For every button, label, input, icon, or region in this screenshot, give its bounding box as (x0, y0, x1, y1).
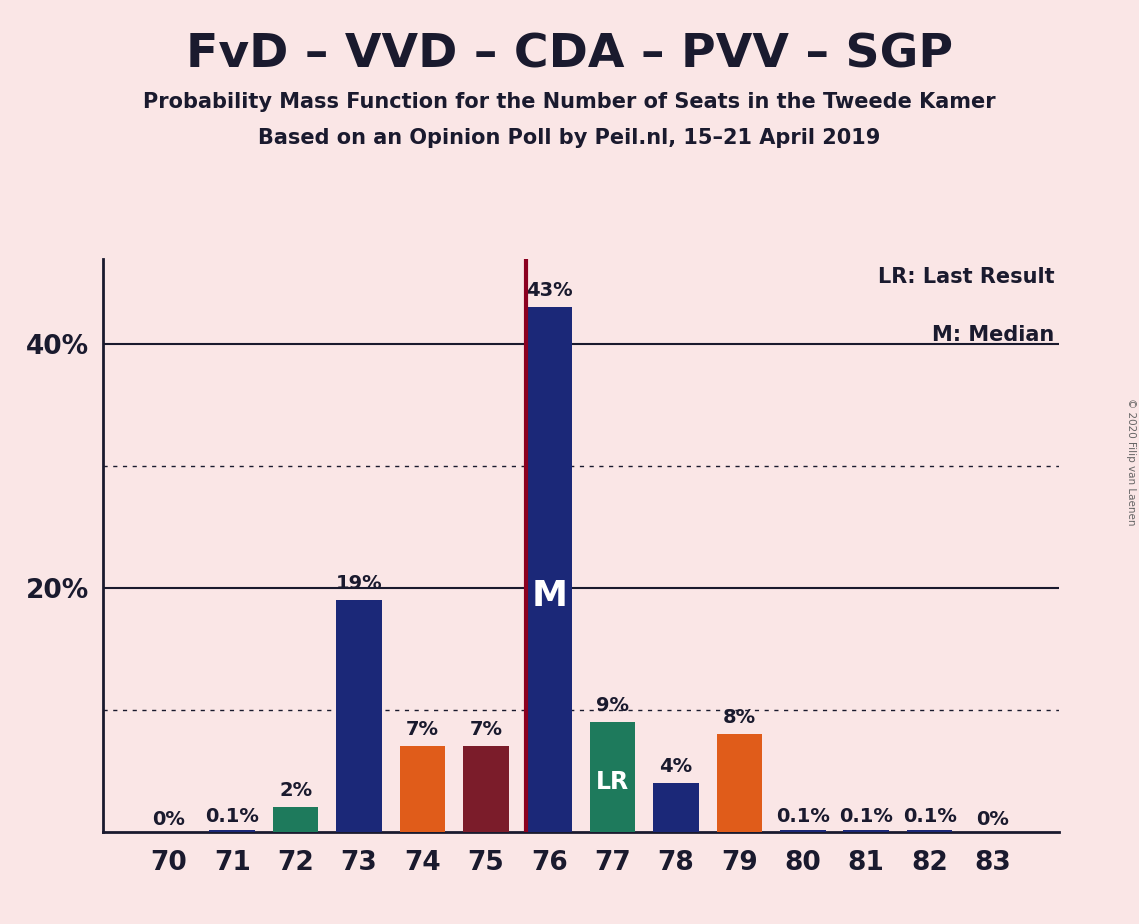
Text: 0.1%: 0.1% (205, 807, 260, 825)
Text: Probability Mass Function for the Number of Seats in the Tweede Kamer: Probability Mass Function for the Number… (144, 92, 995, 113)
Text: 0.1%: 0.1% (839, 807, 893, 825)
Text: Based on an Opinion Poll by Peil.nl, 15–21 April 2019: Based on an Opinion Poll by Peil.nl, 15–… (259, 128, 880, 148)
Bar (907, 831, 952, 832)
Text: M: Median: M: Median (932, 324, 1055, 345)
Bar (780, 831, 826, 832)
Bar (653, 783, 699, 832)
Text: 9%: 9% (596, 696, 629, 714)
Bar (210, 831, 255, 832)
Bar (462, 747, 509, 832)
Text: 4%: 4% (659, 757, 693, 775)
Bar (400, 747, 445, 832)
Text: LR: Last Result: LR: Last Result (878, 267, 1055, 287)
Text: 43%: 43% (526, 281, 573, 300)
Bar (843, 831, 890, 832)
Bar (590, 722, 636, 832)
Text: 8%: 8% (723, 708, 756, 727)
Bar (526, 308, 572, 832)
Text: © 2020 Filip van Laenen: © 2020 Filip van Laenen (1126, 398, 1136, 526)
Text: 19%: 19% (336, 574, 383, 592)
Text: M: M (531, 578, 567, 613)
Bar (716, 734, 762, 832)
Text: FvD – VVD – CDA – PVV – SGP: FvD – VVD – CDA – PVV – SGP (186, 32, 953, 78)
Text: 0.1%: 0.1% (902, 807, 957, 825)
Text: 7%: 7% (405, 720, 439, 739)
Bar (336, 600, 382, 832)
Text: 2%: 2% (279, 781, 312, 800)
Text: 0.1%: 0.1% (776, 807, 829, 825)
Text: LR: LR (596, 771, 629, 795)
Text: 0%: 0% (153, 809, 186, 829)
Text: 0%: 0% (976, 809, 1009, 829)
Text: 7%: 7% (469, 720, 502, 739)
Bar (272, 808, 319, 832)
